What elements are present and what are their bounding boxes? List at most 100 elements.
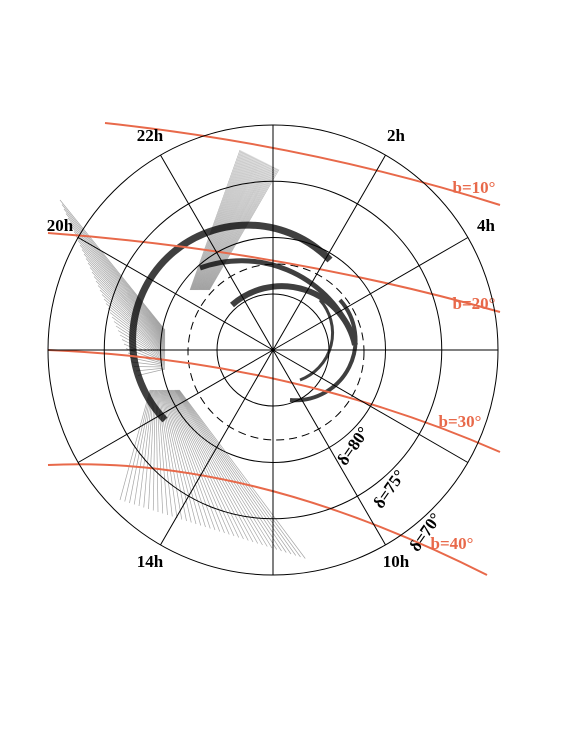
galactic-label: b=20°: [453, 294, 496, 313]
streak-line: [65, 213, 166, 334]
streak-line: [178, 389, 301, 558]
streak-line: [197, 157, 256, 291]
streak-line: [61, 204, 166, 332]
streak-line: [129, 357, 166, 366]
streak-line: [175, 389, 287, 553]
hour-label: 4h: [477, 216, 496, 235]
streak-line: [198, 158, 258, 291]
streak-line: [119, 334, 166, 361]
streak-line: [101, 294, 166, 352]
streak-line: [133, 389, 153, 505]
streak-line: [174, 389, 278, 550]
streak-line: [138, 389, 154, 507]
streak-line: [67, 217, 166, 335]
galactic-line: [47, 349, 501, 453]
streak-line: [169, 389, 249, 541]
streak-line: [155, 389, 159, 513]
streak-line: [97, 285, 166, 350]
dec-ring: [103, 180, 443, 520]
streak-line: [89, 267, 166, 346]
streak-line: [81, 249, 166, 342]
dec-label: δ=75°: [369, 466, 409, 512]
galactic-line: [104, 122, 501, 206]
streak-line: [173, 389, 273, 549]
streak-line: [152, 389, 156, 511]
streak-line: [69, 222, 166, 336]
streak-line: [124, 389, 152, 502]
streak-line: [196, 156, 254, 291]
streak-line: [207, 167, 276, 291]
streak-line: [191, 151, 245, 291]
streak-line: [93, 276, 166, 348]
streak-line: [195, 155, 252, 291]
streak-line: [161, 389, 197, 525]
streak-line: [175, 389, 282, 552]
hour-label: 14h: [137, 552, 164, 571]
streak-line: [143, 389, 155, 508]
streak-line: [160, 389, 187, 522]
streak-line: [201, 161, 265, 291]
streak-line: [193, 153, 248, 291]
streak-line: [159, 389, 183, 520]
streak-line: [204, 164, 271, 291]
streak-line: [163, 389, 206, 528]
streak-line: [193, 153, 249, 291]
streak-line: [194, 154, 251, 291]
dashed-ring: [187, 263, 365, 441]
streak-line: [119, 389, 151, 501]
streak-line: [197, 157, 257, 291]
streak-line: [190, 150, 242, 291]
streak-line: [166, 389, 230, 535]
streak-line: [199, 159, 261, 291]
streak-line: [208, 168, 278, 291]
streak-line: [208, 168, 279, 291]
streak-line: [135, 367, 166, 372]
streak-line: [85, 258, 166, 344]
streak-line: [176, 389, 292, 555]
streaks: [129, 221, 358, 423]
streak-line: [75, 235, 166, 339]
streak-line: [87, 262, 166, 345]
streak-line: [107, 307, 166, 355]
streak-line: [203, 163, 268, 291]
streak-line: [79, 244, 166, 341]
streak-line: [177, 389, 297, 556]
streak-line: [199, 159, 260, 291]
hour-label: 22h: [137, 126, 164, 145]
streak-line: [207, 167, 277, 291]
streak-line: [59, 199, 166, 331]
streak-line: [170, 389, 254, 543]
streak-line: [192, 152, 246, 291]
galactic-label: b=30°: [439, 412, 482, 431]
streak-line: [195, 155, 253, 291]
streak-line: [166, 389, 225, 534]
streak-line: [129, 389, 152, 504]
streak-line: [162, 389, 202, 526]
streak: [230, 283, 358, 346]
streak-line: [190, 150, 243, 291]
streak-line: [204, 164, 270, 291]
streak-fans: [59, 149, 306, 559]
streak-line: [131, 361, 166, 367]
streak-line: [209, 169, 280, 291]
streak-line: [77, 240, 166, 340]
dec-ring: [47, 124, 499, 576]
streak-line: [203, 163, 269, 291]
dec-ring: [160, 237, 386, 463]
streak-line: [109, 312, 166, 356]
streak-line: [198, 158, 259, 291]
streak-line: [164, 389, 216, 531]
streak-line: [206, 166, 274, 291]
streak: [129, 221, 333, 423]
streak-line: [115, 325, 166, 359]
streak-line: [113, 321, 166, 358]
streak-line: [148, 389, 155, 510]
hour-label: 20h: [47, 216, 74, 235]
streak-line: [172, 389, 263, 546]
galactic-line: [47, 463, 488, 576]
streak-line: [91, 271, 166, 347]
dec-label: δ=80°: [333, 423, 373, 469]
streak-line: [156, 389, 164, 514]
streak-line: [165, 389, 221, 532]
